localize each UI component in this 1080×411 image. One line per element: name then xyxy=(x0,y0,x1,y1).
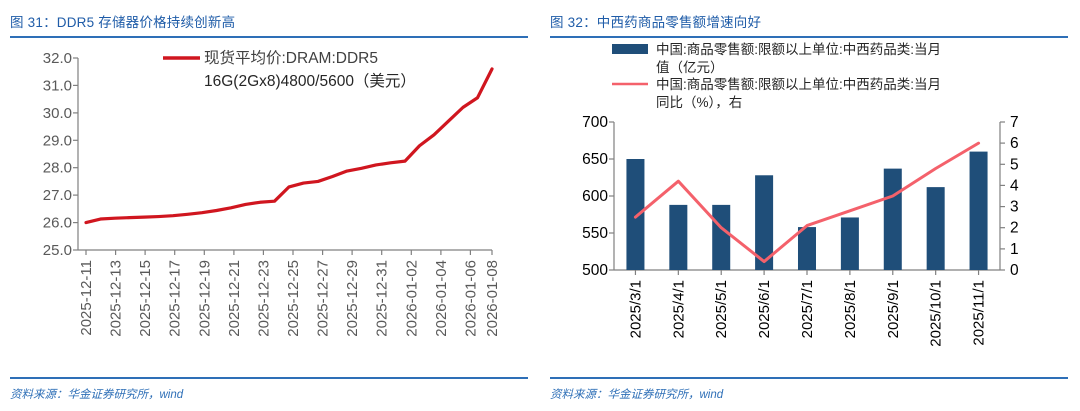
chart-31-legend: 现货平均价:DRAM:DDR5 16G(2Gx8)4800/5600（美元） xyxy=(163,49,416,90)
x-tick-label-7: 2025/10/1 xyxy=(928,280,945,347)
bar-2025-11-1 xyxy=(969,151,988,270)
left-y-tick-label-650: 650 xyxy=(582,151,608,168)
x-tick-label-3: 2025-12-17 xyxy=(167,260,184,337)
chart-32-x-ticks xyxy=(634,270,980,275)
right-y-tick-label-5: 5 xyxy=(1010,156,1019,173)
bar-2025-6-1 xyxy=(755,175,774,270)
x-tick-label-14: 2026-01-08 xyxy=(484,260,501,337)
left-y-axis-ticks xyxy=(609,121,614,271)
legend-line-label-line-2: 同比（%），右 xyxy=(656,95,742,110)
x-tick-label-13: 2026-01-06 xyxy=(462,260,479,337)
x-tick-label-5: 2025-12-21 xyxy=(226,260,243,337)
x-tick-label-2: 2025/5/1 xyxy=(713,280,730,338)
y-tick-label-29: 29.0 xyxy=(43,132,72,149)
chart-32-legend: 中国:商品零售额:限额以上单位:中西药品类:当月 值（亿元） 中国:商品零售额:… xyxy=(612,42,941,110)
bar-2025-9-1 xyxy=(883,168,902,270)
y-tick-label-30: 30.0 xyxy=(43,105,72,122)
right-y-tick-label-7: 7 xyxy=(1010,114,1019,131)
figure-32-chart: 中国:商品零售额:限额以上单位:中西药品类:当月 值（亿元） 中国:商品零售额:… xyxy=(540,38,1080,374)
chart-31-y-axis: 32.0 31.0 30.0 29.0 28.0 27.0 26.0 25.0 xyxy=(43,50,492,259)
figure-panel-31: 图 31：DDR5 存储器价格持续创新高 现货平均价:DRAM:DDR5 16G… xyxy=(0,15,540,401)
retail-yoy-series-line xyxy=(633,141,981,264)
x-tick-label-5: 2025/8/1 xyxy=(842,280,859,338)
y-tick-label-32: 32.0 xyxy=(43,50,72,67)
chart-31-x-ticks xyxy=(85,250,493,255)
left-y-tick-label-700: 700 xyxy=(582,114,608,131)
right-y-tick-label-4: 4 xyxy=(1010,177,1019,194)
x-tick-label-1: 2025/4/1 xyxy=(670,280,687,338)
legend-label-line-1: 现货平均价:DRAM:DDR5 xyxy=(204,49,378,67)
legend-label-line-2: 16G(2Gx8)4800/5600（美元） xyxy=(204,72,416,90)
x-tick-label-9: 2025-12-29 xyxy=(344,260,361,337)
chart-31-x-labels: 2025-12-11 2025-12-13 2025-12-15 2025-12… xyxy=(78,260,501,337)
x-tick-label-8: 2025/11/1 xyxy=(971,280,988,346)
x-tick-label-3: 2025/6/1 xyxy=(756,280,773,338)
legend-bar-label-line-2: 值（亿元） xyxy=(656,60,724,75)
bar-2025-8-1 xyxy=(840,217,859,270)
retail-value-bars xyxy=(626,151,988,270)
figure-32-source-rule xyxy=(550,377,1068,379)
left-y-tick-label-600: 600 xyxy=(582,188,608,205)
y-tick-label-25: 25.0 xyxy=(43,242,72,259)
x-tick-label-1: 2025-12-13 xyxy=(108,260,125,337)
x-tick-label-4: 2025-12-19 xyxy=(196,260,213,337)
ddr5-price-series-line xyxy=(84,67,494,225)
chart-32-x-labels: 2025/3/1 2025/4/1 2025/5/1 2025/6/1 2025/7/1… xyxy=(627,280,987,347)
figure-panel-32: 图 32：中西药商品零售额增速向好 中国:商品零售额:限额以上单位:中西药品类:… xyxy=(540,0,1080,411)
x-tick-label-6: 2025-12-23 xyxy=(255,260,272,337)
right-y-tick-label-2: 2 xyxy=(1010,220,1019,237)
figure-32-title-rule xyxy=(550,36,1068,38)
x-tick-label-10: 2025-12-31 xyxy=(374,260,391,337)
legend-line-label-line-1: 中国:商品零售额:限额以上单位:中西药品类:当月 xyxy=(656,77,941,92)
chart-32-right-axis: 7 6 5 4 3 2 1 0 xyxy=(999,114,1019,279)
x-tick-label-6: 2025/9/1 xyxy=(885,280,902,338)
bar-2025-7-1 xyxy=(797,227,816,270)
right-y-tick-label-3: 3 xyxy=(1010,199,1019,216)
x-tick-label-4: 2025/7/1 xyxy=(799,280,816,338)
y-tick-label-31: 31.0 xyxy=(43,77,72,94)
left-y-tick-label-500: 500 xyxy=(582,262,608,279)
x-tick-label-8: 2025-12-27 xyxy=(315,260,332,337)
right-y-axis-ticks xyxy=(1000,121,1005,271)
ddr5-price-line-chart: 现货平均价:DRAM:DDR5 16G(2Gx8)4800/5600（美元） 3… xyxy=(43,49,501,337)
bar-2025-4-1 xyxy=(669,204,688,270)
y-tick-label-28: 28.0 xyxy=(43,160,72,177)
x-tick-label-2: 2025-12-15 xyxy=(137,260,154,337)
bar-2025-3-1 xyxy=(626,159,645,270)
figure-31-source-rule xyxy=(10,377,528,379)
bar-2025-5-1 xyxy=(712,204,731,270)
right-y-tick-label-1: 1 xyxy=(1010,241,1019,258)
figure-31-source: 资料来源：华金证券研究所，wind xyxy=(10,389,184,401)
figure-31-title: 图 31：DDR5 存储器价格持续创新高 xyxy=(10,15,236,30)
y-axis-ticks xyxy=(73,57,78,251)
figure-31-title-rule xyxy=(10,36,528,38)
left-y-tick-label-550: 550 xyxy=(582,225,608,242)
bar-2025-10-1 xyxy=(926,187,945,270)
figure-32-source: 资料来源：华金证券研究所，wind xyxy=(550,389,724,401)
right-y-tick-label-0: 0 xyxy=(1010,262,1019,279)
x-tick-label-0: 2025/3/1 xyxy=(627,280,644,338)
figure-31-chart: 现货平均价:DRAM:DDR5 16G(2Gx8)4800/5600（美元） 3… xyxy=(0,38,540,374)
retail-sales-bar-line-chart: 中国:商品零售额:限额以上单位:中西药品类:当月 值（亿元） 中国:商品零售额:… xyxy=(582,42,1019,347)
legend-bar-label-line-1: 中国:商品零售额:限额以上单位:中西药品类:当月 xyxy=(656,42,941,57)
x-tick-label-12: 2026-01-04 xyxy=(433,260,450,337)
y-tick-label-27: 27.0 xyxy=(43,187,72,204)
right-y-tick-label-6: 6 xyxy=(1010,135,1019,152)
x-tick-label-0: 2025-12-11 xyxy=(78,260,95,336)
y-tick-label-26: 26.0 xyxy=(43,215,72,232)
legend-bar-swatch-retail-value xyxy=(612,44,648,54)
chart-32-left-axis: 700 650 600 550 500 xyxy=(582,114,615,279)
x-tick-label-11: 2026-01-02 xyxy=(403,260,420,337)
figure-32-title: 图 32：中西药商品零售额增速向好 xyxy=(550,15,762,30)
x-tick-label-7: 2025-12-25 xyxy=(285,260,302,337)
